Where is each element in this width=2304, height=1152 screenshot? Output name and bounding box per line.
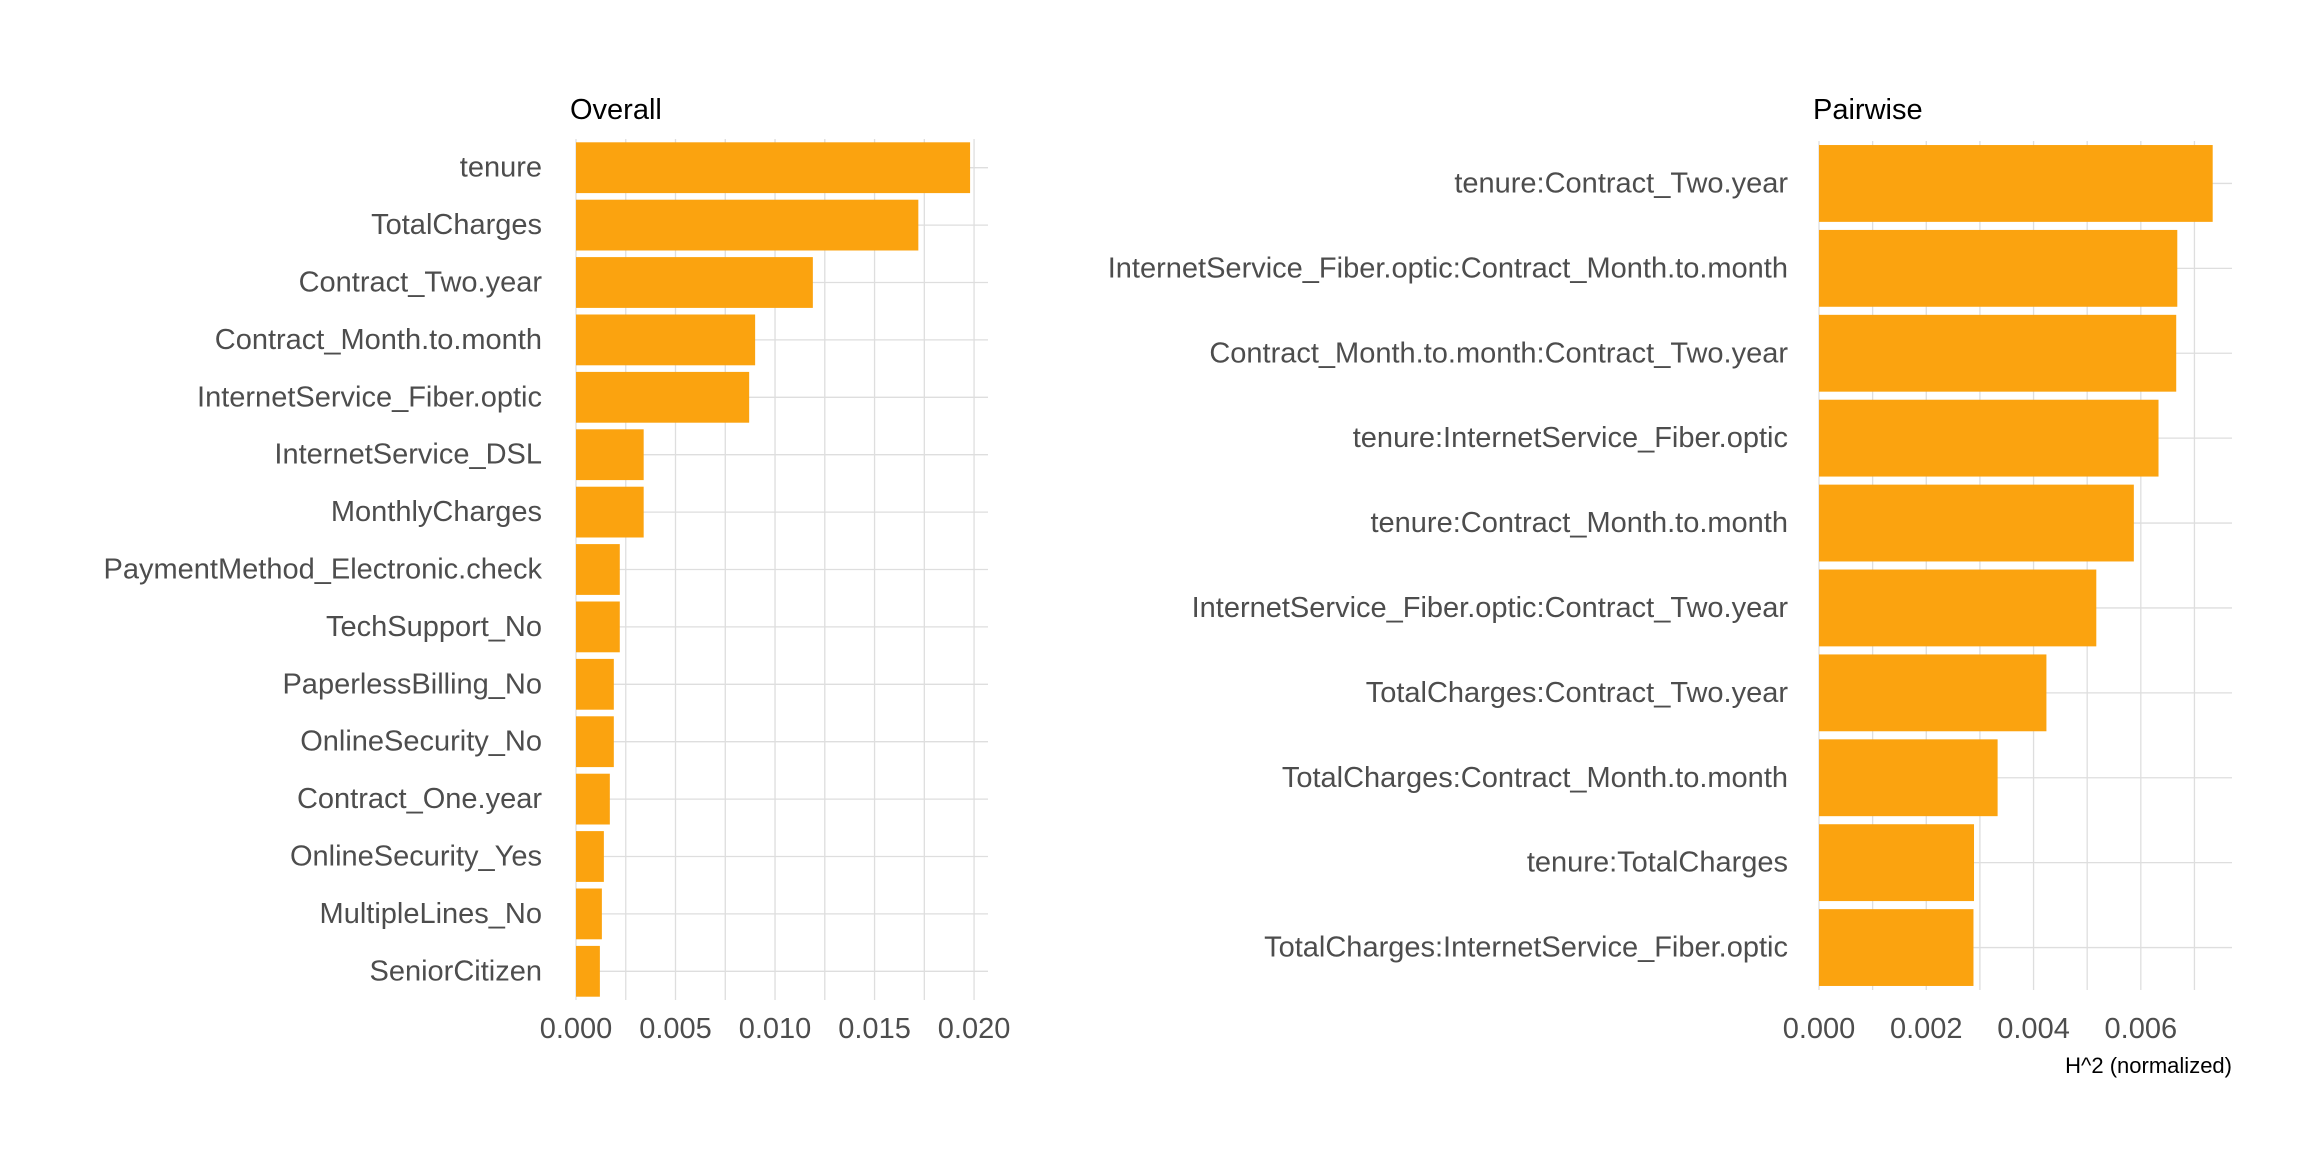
pairwise-category-label: TotalCharges:InternetService_Fiber.optic: [1264, 932, 1788, 964]
overall-x-tick-label: 0.000: [540, 1013, 613, 1045]
pairwise-x-tick-label: 0.002: [1890, 1013, 1963, 1045]
overall-category-label: Contract_Month.to.month: [215, 324, 542, 356]
overall-category-label: PaperlessBilling_No: [282, 668, 542, 700]
pairwise-category-labels: tenure:Contract_Two.year InternetService_…: [1108, 167, 1789, 963]
overall-x-tick-label: 0.015: [838, 1013, 911, 1045]
pairwise-x-tick-label: 0.000: [1783, 1013, 1856, 1045]
overall-bar: [576, 945, 600, 997]
overall-bar: [576, 888, 602, 940]
overall-x-tick-labels: 0.000 0.005 0.010 0.015 0.020: [540, 1013, 1011, 1045]
pairwise-bar: [1819, 314, 2177, 392]
overall-category-label: PaymentMethod_Electronic.check: [104, 554, 543, 586]
overall-panel-title: Overall: [570, 94, 662, 126]
overall-category-labels: tenure TotalCharges Contract_Two.year Contr…: [104, 152, 543, 988]
pairwise-bar: [1819, 824, 1975, 902]
overall-category-label: SeniorCitizen: [370, 955, 542, 987]
overall-bar: [576, 142, 971, 194]
pairwise-category-label: tenure:Contract_Two.year: [1454, 167, 1788, 199]
pairwise-category-label: InternetService_Fiber.optic:Contract_Mon…: [1108, 252, 1788, 284]
overall-x-tick-label: 0.005: [639, 1013, 712, 1045]
overall-category-label: InternetService_DSL: [274, 439, 542, 471]
pairwise-category-label: tenure:TotalCharges: [1527, 847, 1788, 879]
overall-bar: [576, 199, 919, 251]
overall-bars: [576, 142, 971, 997]
pairwise-x-tick-label: 0.006: [2105, 1013, 2178, 1045]
pairwise-panel-title: Pairwise: [1813, 94, 1923, 126]
pairwise-bar: [1819, 399, 2159, 477]
pairwise-category-label: TotalCharges:Contract_Two.year: [1366, 677, 1789, 709]
overall-category-label: OnlineSecurity_Yes: [290, 841, 542, 873]
overall-x-tick-label: 0.020: [938, 1013, 1011, 1045]
pairwise-bar: [1819, 484, 2134, 562]
pairwise-bars: [1819, 145, 2213, 986]
pairwise-panel: tenure:Contract_Two.year InternetService_…: [1108, 94, 2232, 1078]
overall-x-tick-label: 0.010: [739, 1013, 812, 1045]
pairwise-category-label: tenure:Contract_Month.to.month: [1370, 507, 1788, 539]
overall-bar: [576, 314, 756, 366]
pairwise-bar: [1819, 654, 2047, 732]
overall-bar: [576, 429, 644, 481]
overall-category-label: OnlineSecurity_No: [300, 726, 542, 758]
pairwise-bar: [1819, 909, 1974, 986]
pairwise-x-tick-label: 0.004: [1997, 1013, 2070, 1045]
overall-category-label: MonthlyCharges: [331, 496, 542, 528]
overall-bar: [576, 486, 644, 538]
overall-category-label: TotalCharges: [371, 209, 542, 241]
overall-category-label: Contract_Two.year: [299, 267, 543, 299]
overall-category-label: Contract_One.year: [297, 783, 542, 815]
overall-bar: [576, 257, 813, 308]
overall-category-label: MultipleLines_No: [320, 898, 542, 930]
pairwise-category-label: tenure:InternetService_Fiber.optic: [1353, 422, 1788, 454]
overall-bar: [576, 658, 614, 710]
pairwise-x-axis-label: H^2 (normalized): [2065, 1053, 2232, 1078]
pairwise-bar: [1819, 229, 2178, 307]
overall-bar: [576, 773, 610, 825]
pairwise-bar: [1819, 569, 2097, 647]
overall-bar: [576, 601, 620, 653]
pairwise-category-label: TotalCharges:Contract_Month.to.month: [1282, 762, 1788, 794]
overall-bar: [576, 544, 620, 595]
overall-category-label: tenure: [460, 152, 542, 184]
overall-bar: [576, 371, 750, 423]
overall-category-label: TechSupport_No: [326, 611, 542, 643]
pairwise-bar: [1819, 739, 1998, 817]
pairwise-category-label: InternetService_Fiber.optic:Contract_Two…: [1192, 592, 1789, 624]
pairwise-x-tick-labels: 0.000 0.002 0.004 0.006: [1783, 1013, 2177, 1045]
overall-panel: tenure TotalCharges Contract_Two.year Contr…: [104, 94, 1011, 1045]
pairwise-category-label: Contract_Month.to.month:Contract_Two.yea…: [1209, 337, 1788, 369]
overall-bar: [576, 716, 614, 768]
overall-category-label: InternetService_Fiber.optic: [197, 381, 542, 413]
overall-bar: [576, 831, 604, 882]
pairwise-bar: [1819, 145, 2213, 222]
